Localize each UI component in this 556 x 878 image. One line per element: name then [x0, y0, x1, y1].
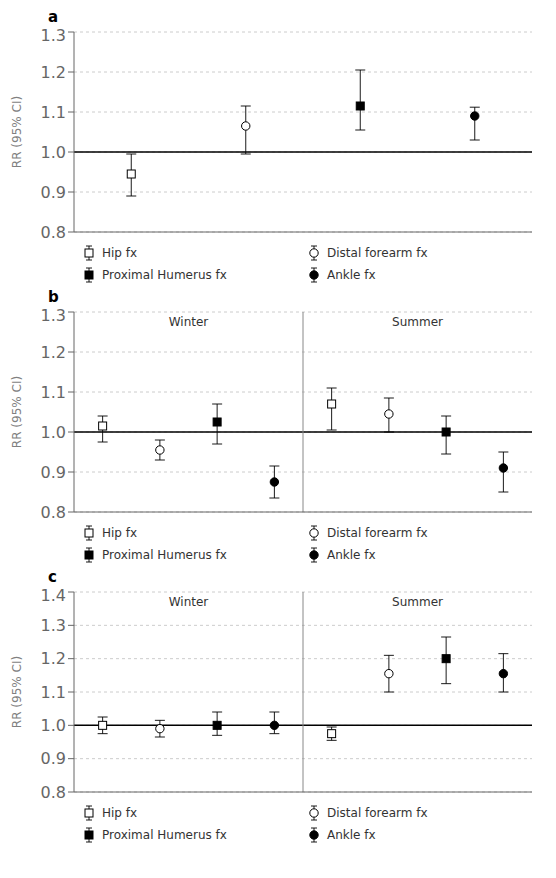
svg-text:1.1: 1.1 [41, 103, 66, 122]
html-text:Distal forearm fx: Distal forearm fx [327, 806, 428, 820]
html-text:Hip fx: Hip fx [102, 806, 138, 820]
svg-text:1.2: 1.2 [41, 343, 66, 362]
svg-text:0.8: 0.8 [41, 503, 66, 522]
svg-text:0.9: 0.9 [41, 463, 66, 482]
svg-text:0.8: 0.8 [41, 783, 66, 802]
svg-text:RR (95% CI): RR (95% CI) [10, 96, 24, 168]
svg-text:Winter: Winter [169, 315, 209, 329]
svg-text:0.9: 0.9 [41, 183, 66, 202]
svg-text:1.4: 1.4 [41, 586, 66, 605]
html-text:Distal forearm fx: Distal forearm fx [327, 526, 428, 540]
html-text:Proximal Humerus fx: Proximal Humerus fx [102, 828, 227, 842]
html-text:c: c [48, 568, 57, 586]
svg-text:1.2: 1.2 [41, 649, 66, 668]
svg-text:RR (95% CI): RR (95% CI) [10, 376, 24, 448]
svg-text:1.3: 1.3 [41, 26, 66, 45]
svg-text:1.3: 1.3 [41, 306, 66, 325]
html-text:Proximal Humerus fx: Proximal Humerus fx [102, 548, 227, 562]
svg-text:0.9: 0.9 [41, 749, 66, 768]
html-text:Distal forearm fx: Distal forearm fx [327, 246, 428, 260]
html-text:Ankle fx: Ankle fx [327, 548, 376, 562]
html-text:Ankle fx: Ankle fx [327, 828, 376, 842]
svg-text:1.2: 1.2 [41, 63, 66, 82]
svg-text:RR (95% CI): RR (95% CI) [10, 656, 24, 728]
html-text:Ankle fx: Ankle fx [327, 268, 376, 282]
html-text:Hip fx: Hip fx [102, 526, 138, 540]
svg-text:1.0: 1.0 [41, 423, 66, 442]
svg-text:1.1: 1.1 [41, 683, 66, 702]
svg-text:0.8: 0.8 [41, 223, 66, 242]
svg-text:Summer: Summer [392, 595, 443, 609]
svg-text:1.0: 1.0 [41, 143, 66, 162]
svg-text:1.0: 1.0 [41, 716, 66, 735]
html-text:a: a [48, 8, 59, 26]
html-text:Hip fx: Hip fx [102, 246, 138, 260]
html-text:b: b [48, 288, 59, 306]
svg-text:Summer: Summer [392, 315, 443, 329]
html-text:Proximal Humerus fx: Proximal Humerus fx [102, 268, 227, 282]
svg-text:Winter: Winter [169, 595, 209, 609]
svg-text:1.1: 1.1 [41, 383, 66, 402]
svg-text:1.3: 1.3 [41, 616, 66, 635]
